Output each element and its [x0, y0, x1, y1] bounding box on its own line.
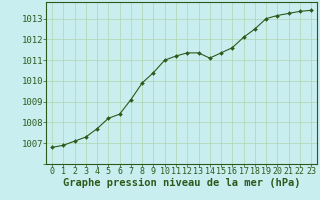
X-axis label: Graphe pression niveau de la mer (hPa): Graphe pression niveau de la mer (hPa) [63, 178, 300, 188]
